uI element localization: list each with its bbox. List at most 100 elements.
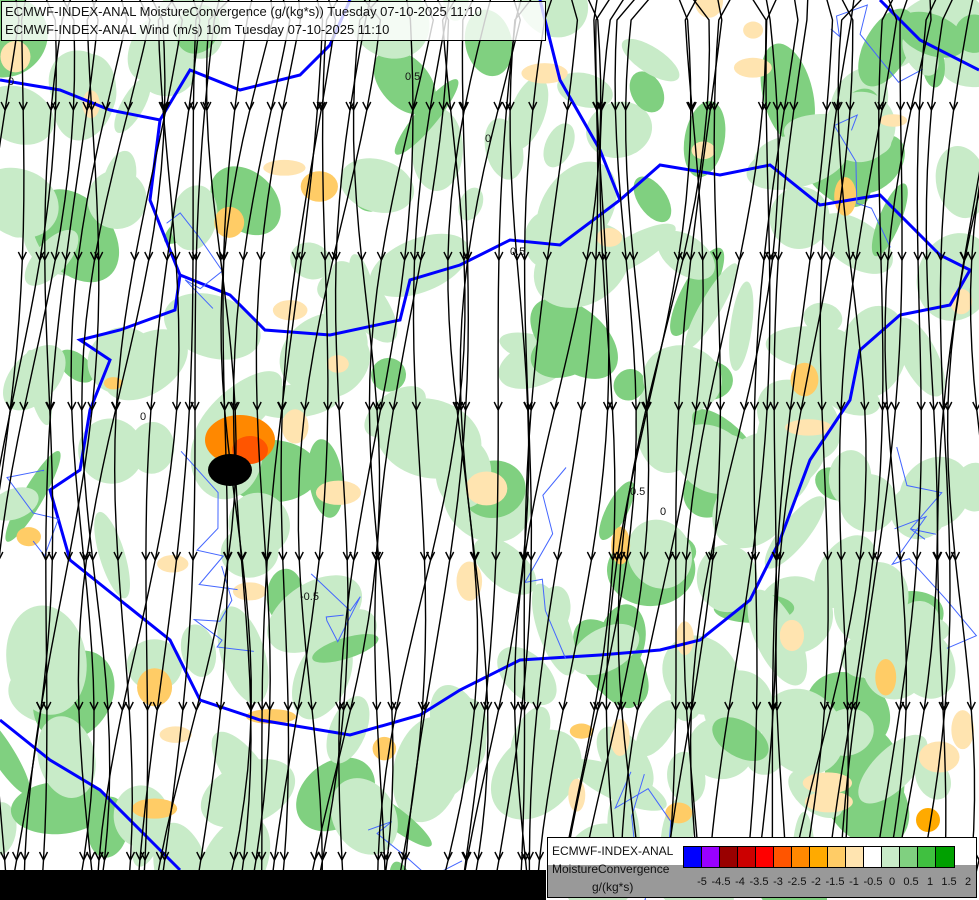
river [6,469,60,557]
convergence-area [506,76,549,150]
divergence-area [951,710,975,750]
wind-arrow-icon [0,551,4,560]
legend-swatch [702,847,720,867]
legend-swatch [882,847,900,867]
river [367,821,444,900]
legend-ticks: -5 -4.5 -4 -3.5 -3 -2.5 -2 -1.5 -1 -0.5 0 0.5 1 1.5 2 [683,876,971,892]
divergence-area [675,621,694,656]
contour-label: 0 [485,133,491,145]
convergence-area [858,734,928,804]
divergence-area [804,791,853,813]
border-west [148,119,182,276]
convergence-area [662,635,740,715]
contour-labels: 0 0.5 0 0.5 0 -0.5 0 0.5 [8,71,666,603]
legend-tick-label: -1 [849,876,859,888]
convergence-area [364,386,426,438]
streamline [0,0,76,891]
divergence-area [834,177,857,216]
legend-unit: g/(kg*s) [592,880,634,894]
streamline [260,0,324,891]
convergence-area [817,213,893,274]
streamline [297,0,382,891]
convergence-area [228,492,290,556]
streamline [883,0,932,891]
streamline [23,0,100,891]
convergence-area [633,176,672,223]
convergence-area [684,263,738,349]
river [192,566,254,652]
streamline [250,0,302,891]
divergence-area [137,668,173,707]
streamline [70,0,128,891]
streamline [0,0,27,491]
streamline [871,0,937,891]
convergence-area [935,145,979,219]
streamline [440,0,492,891]
streamline [113,0,184,891]
streamline [528,0,599,890]
border-central [48,163,973,737]
convergence-area [170,185,218,251]
streamline [376,0,466,891]
legend-tick-label: -2.5 [787,876,807,888]
convergence-area [954,462,979,512]
convergence-area [78,418,144,484]
convergence-area [490,729,582,820]
convergence-area [312,634,379,663]
bottom-bar [0,870,546,900]
convergence-area [340,158,415,213]
legend-swatch [792,847,810,867]
convergence-area [25,349,52,426]
streamline [838,0,898,891]
streamline [775,0,854,891]
legend-swatch [846,847,864,867]
divergence-area [315,480,362,505]
convergence-area [200,759,296,828]
convergence-area [543,123,575,168]
convergence-area [267,575,363,653]
streamline [754,0,809,891]
divergence-area [743,21,764,39]
legend-tick-label: -5 [697,876,707,888]
convergence-maximum [208,454,252,486]
map-title: ECMWF-INDEX-ANAL MoistureConvergence (g/… [1,1,546,41]
legend-tick-label: -3.5 [749,876,769,888]
divergence-area [300,171,338,202]
streamline [307,0,381,891]
river [833,114,891,248]
contour-label: 0.5 [510,246,525,258]
convergence-area [613,369,646,401]
convergence-area [667,751,706,804]
river [896,446,943,540]
border-southwest [0,718,182,872]
streamline [136,0,204,891]
streamline [0,0,57,468]
legend-swatch [738,847,756,867]
divergence-area [214,206,245,238]
legend-tick-label: -0.5 [863,876,883,888]
divergence-area [694,0,724,18]
legend-swatch [720,847,738,867]
contour-label: 0.5 [405,71,420,83]
convergence-area [621,38,680,82]
legend-swatch [774,847,792,867]
divergence-area [879,114,908,127]
convergence-area [394,79,459,155]
contour-label: 0.5 [630,486,645,498]
contour-label: -0.5 [300,591,319,603]
legend-tick-label: -3 [773,876,783,888]
convergence-area [916,233,979,321]
border-northeast [538,0,622,201]
streamline [891,0,953,891]
divergence-area [916,808,940,832]
streamline [666,0,723,891]
color-legend: ECMWF-INDEX-ANAL MoistureConvergence g/(… [547,837,977,898]
divergence-area [875,658,897,696]
legend-swatch [684,847,702,867]
divergence-area [733,57,772,78]
convergence-area [571,623,640,676]
contour-label: 0 [660,506,666,518]
convergence-area [642,345,722,413]
